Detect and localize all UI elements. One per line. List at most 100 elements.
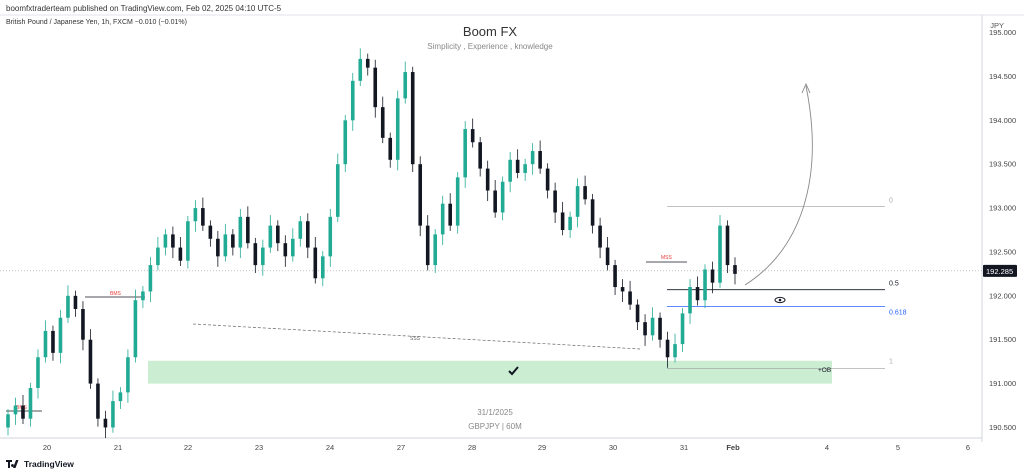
candle-body — [560, 212, 565, 231]
candle-body — [21, 405, 25, 419]
tradingview-logo-text: TradingView — [24, 459, 74, 469]
x-tick-label: 5 — [896, 443, 900, 452]
candle-body — [635, 304, 640, 323]
candle-body — [201, 208, 205, 226]
candle-body — [111, 401, 115, 428]
candle-body — [81, 308, 85, 340]
candle-body — [538, 151, 542, 169]
candle-body — [658, 317, 662, 340]
candle-body — [298, 221, 303, 239]
candle-body — [688, 287, 692, 314]
candle-body — [335, 164, 340, 217]
candle-body — [725, 225, 730, 266]
candle-body — [643, 322, 647, 336]
mss-label: MSS — [661, 255, 673, 261]
y-tick-label: 195.000 — [989, 28, 1016, 37]
tradingview-logo[interactable]: TradingView — [6, 459, 74, 469]
candle-body — [320, 256, 325, 279]
candle-body — [6, 414, 10, 428]
candle-body — [208, 225, 213, 239]
candle-body — [478, 142, 482, 169]
projection-arrowhead — [801, 82, 811, 94]
fib-label-1: 1 — [889, 359, 893, 366]
x-tick-label: 6 — [966, 443, 970, 452]
bms-label-mid: BMS — [110, 291, 122, 297]
candle-body — [283, 243, 288, 257]
candle-body — [703, 269, 707, 301]
published-line: boomfxtraderteam published on TradingVie… — [6, 4, 282, 13]
watermark-date: 31/1/2025 — [477, 408, 513, 417]
candle-body — [133, 300, 138, 358]
candle-body — [43, 330, 48, 358]
candle-body — [358, 58, 363, 81]
candle-body — [36, 357, 40, 388]
x-tick-label: 4 — [825, 443, 829, 452]
candle-body — [163, 234, 168, 248]
candle-body — [223, 234, 228, 257]
candle-body — [448, 203, 452, 226]
candle-body — [695, 287, 700, 301]
candle-body — [178, 247, 183, 261]
x-tick-label: 23 — [255, 443, 263, 452]
candle-body — [231, 234, 235, 248]
candle-body — [73, 295, 78, 309]
candle-body — [118, 392, 123, 402]
candle-body — [193, 208, 198, 222]
candle-body — [268, 225, 273, 248]
candle-body — [216, 238, 220, 257]
current-price-tag — [983, 264, 1017, 277]
y-tick-label: 190.500 — [989, 423, 1016, 432]
candle-body — [305, 221, 310, 248]
candle-body — [388, 137, 393, 160]
current-price-label: 192.285 — [986, 267, 1013, 276]
symbol-line: British Pound / Japanese Yen, 1h, FXCM −… — [6, 19, 187, 26]
candle-body — [410, 72, 415, 165]
candle-body — [13, 405, 18, 415]
candle-body — [628, 291, 632, 305]
y-tick-label: 192.500 — [989, 247, 1016, 256]
candle-body — [380, 107, 385, 138]
candle-body — [186, 221, 190, 261]
candle-body — [103, 418, 108, 428]
candle-body — [238, 216, 243, 248]
candle-body — [545, 168, 550, 191]
candle-body — [553, 190, 557, 213]
eye-icon-pupil — [778, 298, 782, 302]
x-tick-label: 21 — [114, 443, 122, 452]
x-tick-label: 20 — [43, 443, 51, 452]
candle-body — [613, 265, 617, 288]
candle-body — [710, 269, 715, 283]
candle-body — [463, 129, 467, 178]
y-tick-label: 191.500 — [989, 335, 1016, 344]
sss-label: SSS — [410, 336, 421, 342]
candle-body — [343, 120, 348, 165]
candle-body — [583, 186, 587, 200]
candle-body — [253, 243, 258, 266]
order-block-zone — [148, 360, 832, 384]
y-tick-label: 191.000 — [989, 379, 1016, 388]
candle-body — [598, 225, 602, 248]
candle-body — [425, 225, 430, 266]
candle-body — [291, 238, 295, 257]
candle-body — [328, 216, 333, 257]
candle-body — [530, 151, 535, 165]
candle-body — [680, 313, 685, 345]
candle-body — [276, 225, 280, 244]
candle-body — [28, 387, 33, 419]
x-tick-label: 29 — [538, 443, 546, 452]
y-tick-label: 193.500 — [989, 160, 1016, 169]
eye-icon — [774, 296, 786, 304]
candle-body — [313, 247, 318, 279]
candle-body — [470, 129, 475, 143]
ob-label: +OB — [818, 367, 831, 374]
candle-body — [568, 216, 572, 231]
candle-body — [96, 383, 100, 419]
candle-body — [650, 317, 655, 336]
watermark-pair: GBPJPY | 60M — [468, 422, 522, 431]
candle-body — [493, 190, 497, 213]
candle-body — [500, 181, 505, 213]
candle-body — [733, 265, 737, 274]
candle-body — [373, 67, 378, 108]
candle-body — [440, 203, 445, 235]
